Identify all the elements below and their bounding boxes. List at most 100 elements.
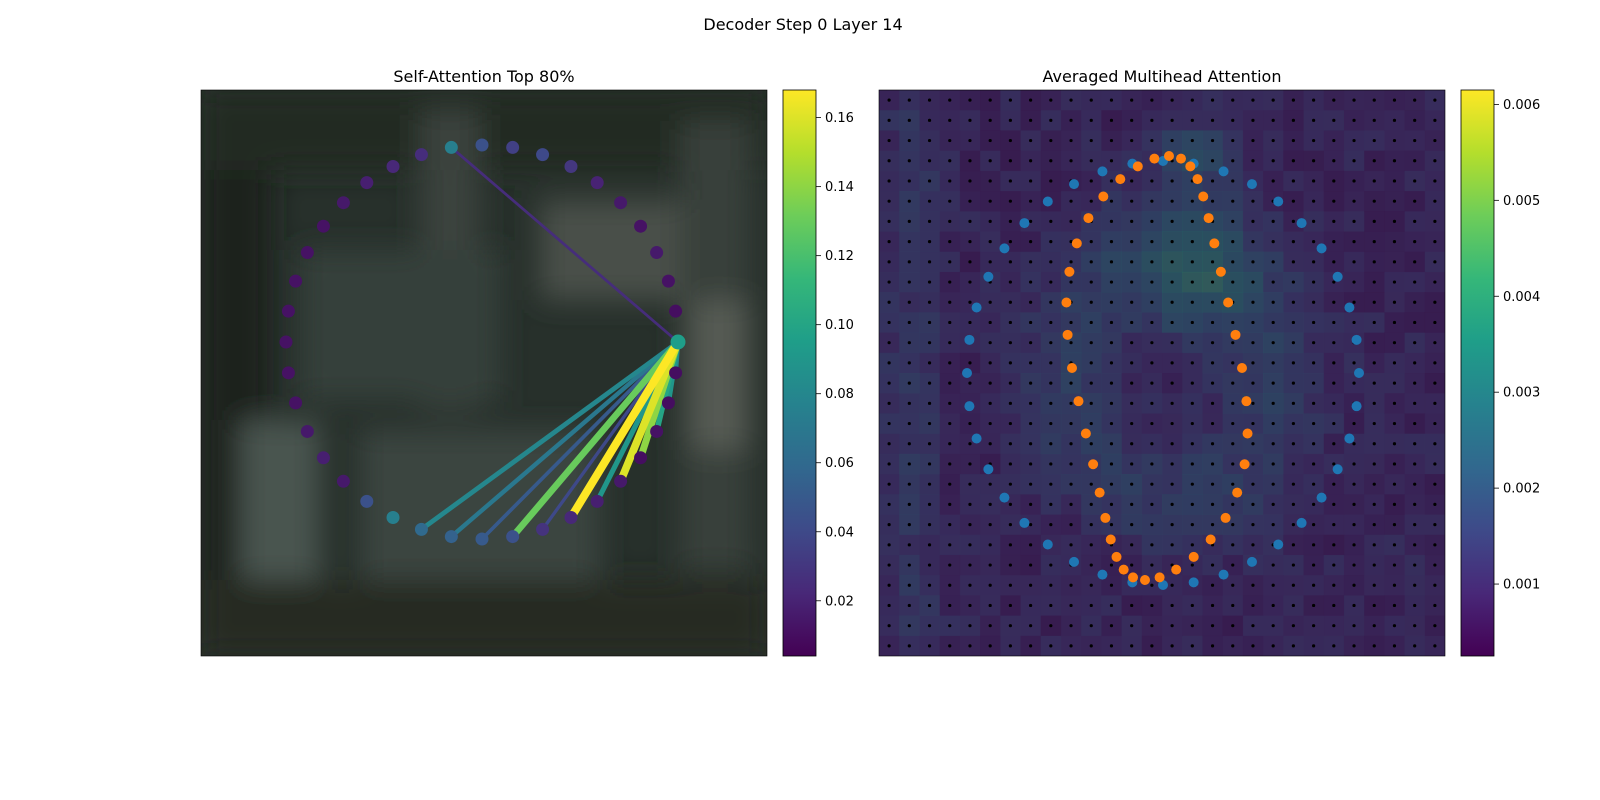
grid-dot: [1433, 603, 1437, 608]
grid-dot: [1392, 159, 1397, 163]
grid-dot: [1433, 341, 1437, 345]
grid-dot: [1271, 240, 1275, 244]
colorbar-tick-label: 0.002: [1503, 482, 1540, 497]
grid-dot: [1210, 523, 1215, 527]
grid-dot: [1150, 462, 1154, 466]
grid-dot: [948, 199, 952, 203]
grid-dot: [1190, 462, 1194, 466]
attention-node: [414, 522, 428, 536]
grid-dot: [1069, 219, 1073, 223]
grid-dot: [1130, 280, 1134, 284]
grid-dot: [1392, 118, 1397, 122]
grid-dot: [1029, 381, 1033, 385]
grid-dot: [1190, 320, 1194, 325]
blue-point: [964, 401, 975, 412]
grid-dot: [968, 300, 972, 304]
grid-dot: [1190, 502, 1194, 506]
grid-dot: [1413, 401, 1417, 405]
attention-node: [614, 474, 628, 488]
grid-dot: [887, 624, 891, 628]
grid-dot: [927, 502, 932, 506]
grid-dot: [1332, 401, 1336, 405]
grid-dot: [1392, 240, 1397, 244]
grid-dot: [1069, 159, 1073, 163]
grid-dot: [1291, 361, 1295, 365]
grid-dot: [1029, 280, 1033, 284]
grid-dot: [1231, 583, 1235, 587]
grid-dot: [1392, 320, 1397, 325]
grid-dot: [1049, 240, 1053, 244]
grid-dot: [1332, 563, 1336, 567]
grid-dot: [1392, 98, 1397, 102]
grid-dot: [1170, 442, 1174, 446]
grid-dot: [1190, 401, 1194, 405]
grid-dot: [1291, 159, 1295, 163]
attention-node: [614, 196, 628, 210]
grid-dot: [1089, 482, 1093, 486]
grid-dot: [1352, 482, 1356, 486]
grid-dot: [1413, 361, 1417, 365]
grid-dot: [968, 98, 972, 102]
grid-dot: [988, 442, 992, 446]
grid-dot: [1069, 502, 1073, 506]
grid-dot: [948, 118, 952, 122]
grid-dot: [1089, 421, 1093, 426]
grid-dot: [1008, 523, 1012, 527]
grid-dot: [1231, 442, 1235, 446]
grid-dot: [1291, 320, 1295, 325]
grid-dot: [1372, 644, 1376, 648]
grid-dot: [1029, 583, 1033, 587]
grid-dot: [1413, 320, 1417, 325]
grid-dot: [1029, 644, 1033, 648]
grid-dot: [1049, 320, 1053, 325]
grid-dot: [1433, 624, 1437, 628]
grid-dot: [1312, 219, 1316, 223]
grid-dot: [1352, 179, 1356, 183]
grid-dot: [1372, 138, 1376, 143]
grid-dot: [1029, 401, 1033, 405]
grid-dot: [1392, 523, 1397, 527]
grid-dot: [1332, 603, 1336, 608]
figure-title: Decoder Step 0 Layer 14: [703, 15, 902, 34]
grid-dot: [1109, 502, 1114, 506]
grid-dot: [1029, 442, 1033, 446]
grid-dot: [1271, 179, 1275, 183]
grid-dot: [1352, 118, 1356, 122]
grid-dot: [1433, 543, 1437, 547]
grid-dot: [1433, 442, 1437, 446]
colorbar-tick-label: 0.12: [825, 249, 854, 264]
grid-dot: [1433, 401, 1437, 405]
grid-dot: [1170, 603, 1174, 608]
attention-node: [279, 335, 293, 349]
grid-dot: [1069, 280, 1073, 284]
grid-dot: [1291, 482, 1295, 486]
colorbar-tick-label: 0.005: [1503, 194, 1540, 209]
grid-dot: [1271, 98, 1275, 102]
grid-dot: [1271, 341, 1275, 345]
grid-dot: [887, 482, 891, 486]
grid-dot: [907, 300, 911, 304]
grid-dot: [1231, 624, 1235, 628]
grid-dot: [1069, 341, 1073, 345]
grid-dot: [887, 462, 891, 466]
grid-dot: [1190, 118, 1194, 122]
grid-dot: [927, 159, 932, 163]
grid-dot: [1089, 624, 1093, 628]
blue-point: [999, 243, 1010, 254]
grid-dot: [1392, 603, 1397, 608]
attention-node: [590, 176, 604, 190]
grid-dot: [1392, 381, 1397, 385]
grid-dot: [1352, 563, 1356, 567]
grid-dot: [1251, 644, 1255, 648]
grid-dot: [1231, 98, 1235, 102]
grid-dot: [1291, 219, 1295, 223]
grid-dot: [1332, 179, 1336, 183]
grid-dot: [1069, 482, 1073, 486]
grid-dot: [1312, 300, 1316, 304]
grid-dot: [1190, 563, 1194, 567]
grid-dot: [887, 138, 891, 143]
grid-dot: [1271, 260, 1275, 264]
grid-dot: [1312, 563, 1316, 567]
grid-dot: [1332, 644, 1336, 648]
grid-dot: [948, 523, 952, 527]
